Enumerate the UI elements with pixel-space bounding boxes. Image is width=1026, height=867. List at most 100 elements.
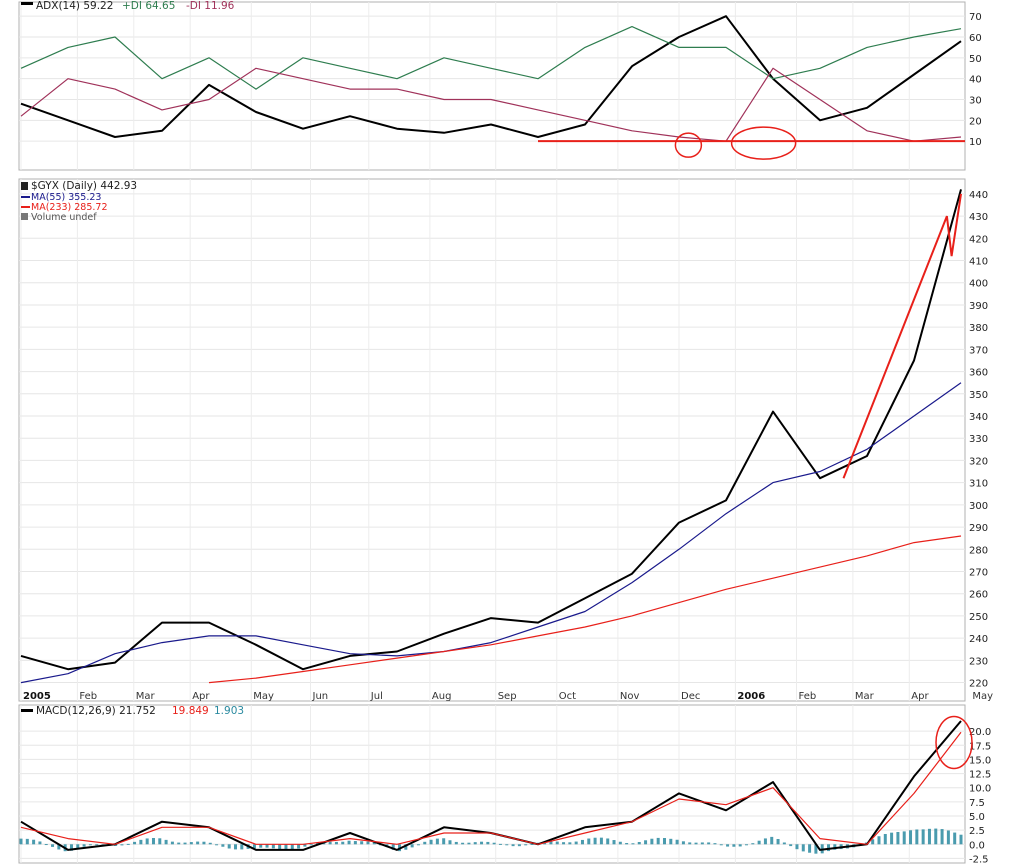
annotation-circle bbox=[674, 132, 703, 158]
histogram-bar bbox=[877, 836, 881, 845]
histogram-bar bbox=[473, 842, 477, 845]
histogram-bar bbox=[69, 844, 73, 851]
histogram-bar bbox=[486, 841, 490, 845]
x-tick-label: Feb bbox=[799, 691, 817, 702]
y-tick-label: 370 bbox=[969, 345, 988, 356]
y-tick-label: 320 bbox=[969, 456, 988, 467]
x-tick-label: Mar bbox=[136, 691, 156, 702]
histogram-bar bbox=[738, 844, 742, 847]
histogram-bar bbox=[240, 844, 244, 850]
adx-legend-label: ADX(14) 59.22 bbox=[36, 0, 113, 12]
ma233-legend-swatch bbox=[21, 206, 30, 208]
x-tick-label: Oct bbox=[559, 691, 576, 702]
histogram-bar bbox=[606, 838, 610, 845]
histogram-bar bbox=[946, 830, 950, 845]
panel-2: -2.5 0.0 2.5 5.0 7.5 10.0 12.5 15.0 17.5 20.0 bbox=[18, 704, 991, 865]
y-tick-label: 340 bbox=[969, 412, 988, 423]
y-tick-label: 5.0 bbox=[969, 812, 985, 823]
histogram-bar bbox=[151, 837, 155, 845]
histogram-bar bbox=[745, 844, 749, 846]
histogram-bar bbox=[467, 842, 471, 845]
histogram-bar bbox=[32, 839, 36, 845]
histogram-bar bbox=[341, 841, 345, 845]
histogram-bar bbox=[492, 842, 496, 845]
histogram-bar bbox=[183, 842, 187, 845]
histogram-bar bbox=[461, 842, 465, 845]
minus-di-legend-label: -DI 11.96 bbox=[186, 0, 235, 12]
histogram-bar bbox=[827, 844, 831, 852]
histogram-bar bbox=[416, 844, 420, 846]
histogram-bar bbox=[833, 844, 837, 850]
y-tick-label: 310 bbox=[969, 479, 988, 490]
histogram-bar bbox=[57, 844, 61, 850]
histogram-bar bbox=[549, 841, 553, 845]
x-tick-label: Dec bbox=[681, 691, 700, 702]
histogram-bar bbox=[25, 838, 29, 845]
adx-legend-swatch bbox=[21, 2, 33, 5]
histogram-bar bbox=[221, 844, 225, 847]
y-tick-label: 260 bbox=[969, 590, 988, 601]
histogram-bar bbox=[909, 830, 913, 845]
histogram-legend-label: 1.903 bbox=[214, 705, 244, 717]
histogram-bar bbox=[189, 842, 193, 845]
macd-legend-label: MACD(12,26,9) 21.752 bbox=[36, 705, 156, 717]
histogram-bar bbox=[196, 841, 200, 845]
histogram-bar bbox=[139, 839, 143, 845]
annotation-circle bbox=[730, 126, 797, 160]
histogram-bar bbox=[454, 841, 458, 845]
histogram-bar bbox=[808, 844, 812, 853]
series-line--di bbox=[20, 26, 962, 90]
macd-legend-swatch bbox=[21, 709, 33, 712]
histogram-bar bbox=[215, 844, 219, 846]
histogram-bar bbox=[133, 841, 137, 845]
histogram-bar bbox=[789, 844, 793, 847]
histogram-bar bbox=[511, 844, 515, 847]
y-tick-label: 2.5 bbox=[969, 826, 985, 837]
histogram-bar bbox=[126, 843, 130, 845]
series-line--di bbox=[20, 67, 962, 142]
histogram-bar bbox=[681, 841, 685, 845]
histogram-bar bbox=[675, 839, 679, 845]
y-tick-label: 220 bbox=[969, 679, 988, 690]
price-legend-label: $GYX (Daily) 442.93 bbox=[31, 180, 137, 192]
panel-frame bbox=[18, 178, 966, 702]
histogram-bar bbox=[612, 840, 616, 845]
histogram-bar bbox=[265, 844, 269, 848]
histogram-bar bbox=[959, 834, 963, 845]
x-tick-label: Sep bbox=[498, 691, 517, 702]
histogram-bar bbox=[498, 843, 502, 845]
histogram-bar bbox=[208, 842, 212, 845]
histogram-bar bbox=[309, 844, 313, 846]
histogram-bar bbox=[707, 842, 711, 845]
histogram-bar bbox=[448, 840, 452, 845]
histogram-bar bbox=[953, 832, 957, 845]
y-tick-label: 400 bbox=[969, 279, 988, 290]
histogram-bar bbox=[297, 844, 301, 849]
histogram-bar bbox=[915, 829, 919, 845]
y-tick-label: 250 bbox=[969, 612, 988, 623]
histogram-bar bbox=[637, 842, 641, 845]
histogram-bar bbox=[271, 844, 275, 849]
y-tick-label: 10 bbox=[969, 137, 982, 148]
histogram-bar bbox=[177, 842, 181, 845]
trend-line bbox=[842, 193, 962, 479]
histogram-bar bbox=[631, 843, 635, 845]
y-tick-label: 380 bbox=[969, 323, 988, 334]
series-line-ma-233- bbox=[208, 535, 962, 684]
histogram-bar bbox=[202, 841, 206, 845]
x-tick-label: Nov bbox=[620, 691, 640, 702]
histogram-bar bbox=[656, 837, 660, 845]
histogram-bar bbox=[814, 844, 818, 854]
histogram-bar bbox=[650, 838, 654, 845]
y-tick-label: 40 bbox=[969, 75, 982, 86]
y-tick-label: 300 bbox=[969, 501, 988, 512]
y-tick-label: 230 bbox=[969, 656, 988, 667]
histogram-bar bbox=[782, 842, 786, 845]
y-tick-label: 20 bbox=[969, 116, 982, 127]
histogram-bar bbox=[644, 840, 648, 845]
histogram-bar bbox=[259, 844, 263, 848]
histogram-bar bbox=[44, 844, 48, 846]
histogram-bar bbox=[423, 841, 427, 845]
histogram-bar bbox=[114, 844, 118, 846]
